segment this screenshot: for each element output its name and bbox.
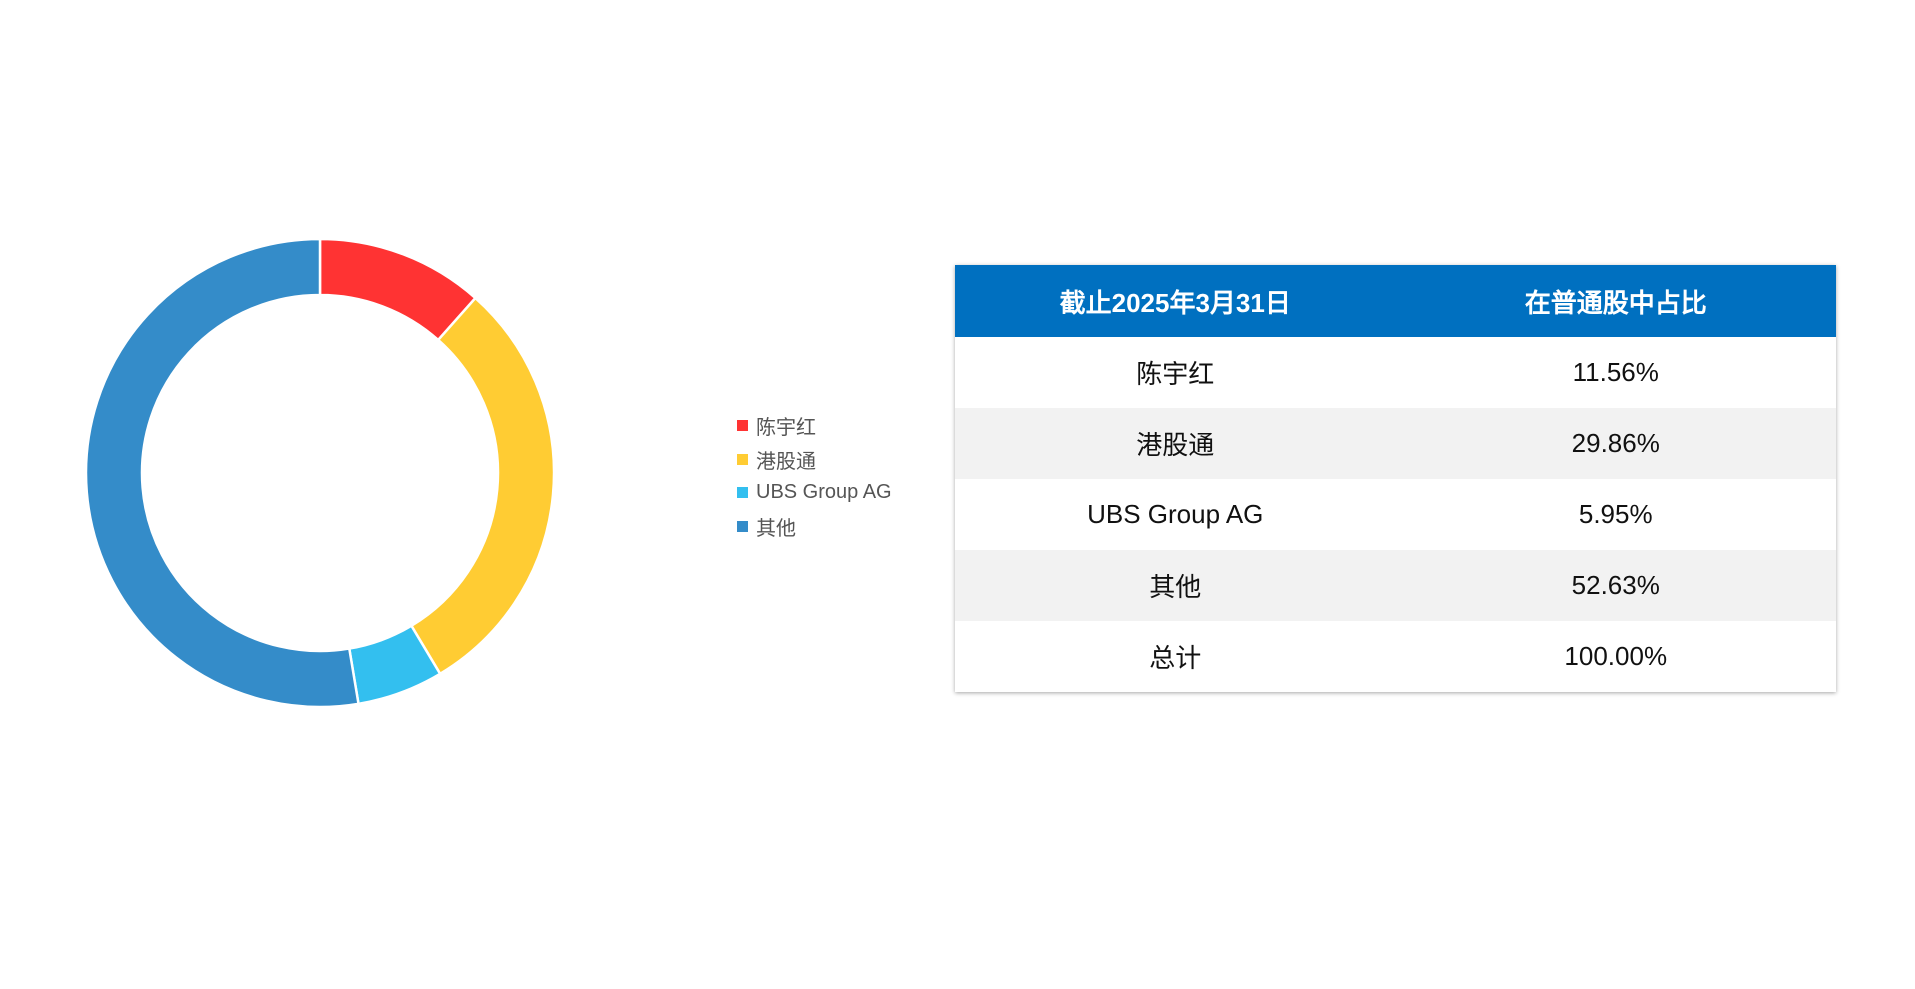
holder-name: 其他 (955, 550, 1396, 621)
legend-label: 港股通 (756, 450, 816, 473)
legend-swatch (737, 520, 748, 532)
donut-slice-3[interactable] (84, 237, 360, 709)
holder-name: 港股通 (955, 408, 1396, 479)
legend-swatch (737, 453, 748, 465)
total-label: 总计 (1149, 643, 1202, 673)
table-header-row: 截止2025年3月31日 在普通股中占比 (955, 265, 1836, 337)
holder-name: 陈宇红 (1136, 359, 1215, 389)
table-row: UBS Group AG 5.95% (955, 479, 1836, 550)
donut-slice-1[interactable] (409, 296, 556, 676)
legend-swatch (737, 487, 748, 499)
header-share-ratio: 在普通股中占比 (1395, 265, 1836, 337)
holder-percent: 11.56% (1572, 357, 1659, 387)
legend-item[interactable]: 港股通 (737, 443, 892, 477)
holder-percent: 5.95% (1578, 499, 1653, 529)
header-date: 截止2025年3月31日 (955, 265, 1396, 337)
holder-percent: 52.63% (1395, 550, 1836, 621)
legend-item[interactable]: UBS Group AG (737, 476, 892, 510)
table-row: 陈宇红 11.56% (955, 337, 1836, 408)
total-percent: 100.00% (1564, 641, 1668, 671)
donut-chart (84, 237, 556, 709)
table-row: 港股通 29.86% (955, 408, 1836, 479)
legend-label: UBS Group AG (756, 481, 892, 504)
table-row: 其他 52.63% (955, 550, 1836, 621)
holder-name: UBS Group AG (1087, 499, 1264, 529)
legend-item[interactable]: 陈宇红 (737, 409, 892, 443)
holder-percent: 29.86% (1395, 408, 1836, 479)
legend-label: 陈宇红 (756, 417, 816, 440)
legend-label: 其他 (756, 517, 796, 540)
table-row-total: 总计 100.00% (955, 621, 1836, 692)
chart-legend: 陈宇红 港股通 UBS Group AG 其他 (737, 409, 892, 543)
legend-item[interactable]: 其他 (737, 510, 892, 544)
shareholding-table: 截止2025年3月31日 在普通股中占比 陈宇红 11.56% 港股通 29.86%… (955, 265, 1836, 692)
legend-swatch (737, 420, 748, 432)
